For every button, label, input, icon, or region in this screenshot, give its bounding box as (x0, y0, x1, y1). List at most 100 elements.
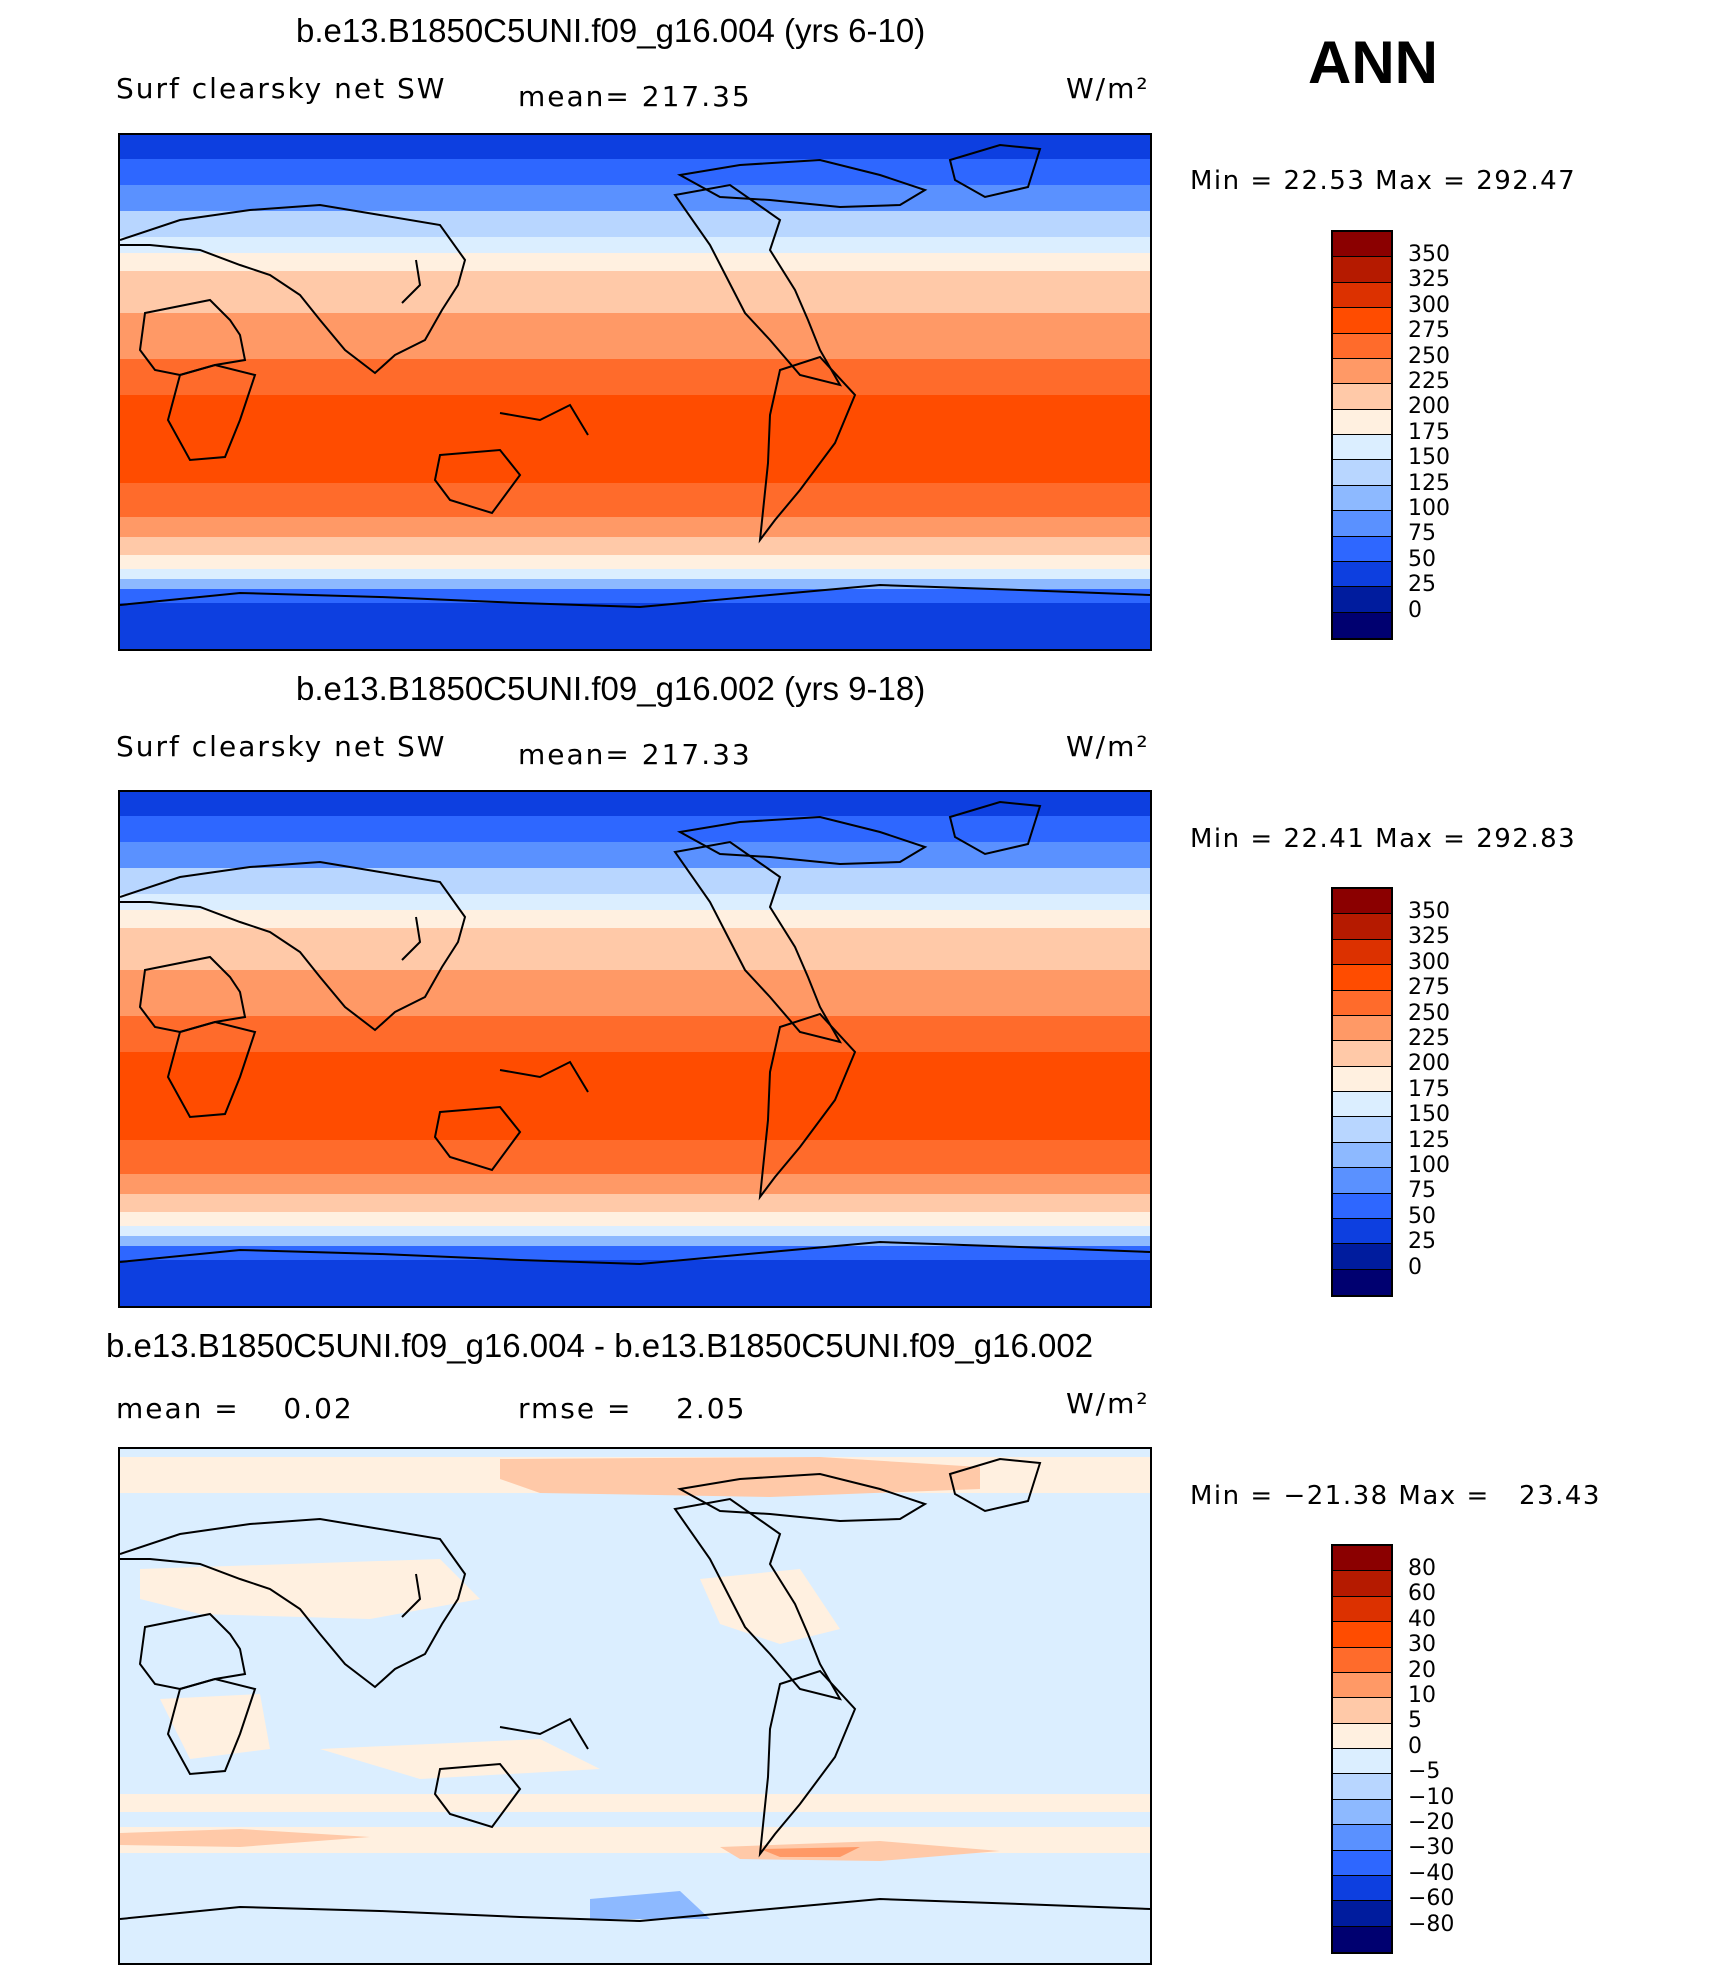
colorbar-label: 325 (1408, 267, 1450, 293)
colorbar-swatch (1333, 460, 1391, 486)
colorbar-swatch (1333, 1168, 1391, 1194)
colorbar-label: 75 (1408, 1178, 1436, 1204)
map-band (120, 1052, 1150, 1140)
map-band (120, 928, 1150, 970)
rmse-label: rmse = 2.05 (518, 1392, 747, 1425)
colorbar-label: 200 (1408, 394, 1450, 420)
map-band (120, 589, 1150, 603)
colorbar-label: 60 (1408, 1581, 1436, 1607)
colorbar-swatch (1333, 990, 1391, 1016)
colorbar-label: −20 (1408, 1810, 1455, 1836)
map-band (120, 185, 1150, 211)
season-label: ANN (1308, 29, 1438, 96)
map-band (760, 1847, 860, 1857)
map-band (120, 537, 1150, 555)
colorbar-swatch (1333, 1749, 1391, 1775)
map-band (120, 842, 1150, 868)
colorbar-label: 175 (1408, 1076, 1450, 1102)
min-max-label: Min = 22.41 Max = 292.83 (1190, 824, 1577, 854)
abs-map-svg (120, 792, 1150, 1306)
panel-title: b.e13.B1850C5UNI.f09_g16.002 (yrs 9-18) (296, 670, 926, 707)
abs-map-svg (120, 135, 1150, 649)
map-band (120, 816, 1150, 842)
colorbar-swatch (1333, 1571, 1391, 1597)
map-band (500, 1457, 980, 1497)
min-max-label: Min = 22.53 Max = 292.47 (1190, 166, 1577, 196)
colorbar-label: −5 (1408, 1759, 1441, 1785)
colorbar-label: 300 (1408, 292, 1450, 318)
colorbar-swatch (1333, 1672, 1391, 1699)
colorbar-swatches (1331, 230, 1393, 640)
colorbar-labels: 350 325 300 275 250 225 200 175 150 125 … (1408, 899, 1450, 1280)
colorbar-label: 0 (1408, 597, 1422, 623)
colorbar-label: 150 (1408, 445, 1450, 471)
colorbar-swatch (1333, 612, 1391, 638)
colorbar-label: 40 (1408, 1606, 1436, 1632)
coastlines (120, 800, 1150, 1266)
map-band (120, 579, 1150, 589)
min-max-label: Min = −21.38 Max = 23.43 (1190, 1481, 1601, 1511)
colorbar-label: 0 (1408, 1733, 1422, 1759)
map-band (120, 1016, 1150, 1052)
colorbar-swatch (1333, 1698, 1391, 1724)
colorbar-swatch (1333, 485, 1391, 512)
colorbar-swatch (1333, 1041, 1391, 1067)
colorbar-swatch (1333, 511, 1391, 537)
map-band (160, 1694, 270, 1759)
colorbar-label: −60 (1408, 1886, 1455, 1912)
colorbar-swatch (1333, 1015, 1391, 1042)
colorbar-label: 125 (1408, 1127, 1450, 1153)
colorbar-swatch (1333, 1825, 1391, 1851)
colorbar-label: 25 (1408, 1229, 1436, 1255)
map-band (120, 159, 1150, 185)
colorbar-swatch (1333, 358, 1391, 385)
map-band (120, 1919, 1150, 1963)
map-band (120, 1236, 1150, 1246)
map-band (120, 1212, 1150, 1226)
colorbar-swatches (1331, 1544, 1393, 1954)
colorbar-label: 50 (1408, 1203, 1436, 1229)
colorbar-swatch (1333, 257, 1391, 283)
colorbar-swatch (1333, 1723, 1391, 1749)
colorbar-swatch (1333, 1647, 1391, 1673)
colorbar-label: 325 (1408, 924, 1450, 950)
colorbar-swatch (1333, 914, 1391, 940)
map-band (120, 483, 1150, 517)
colorbar-swatch (1333, 1218, 1391, 1245)
units-label: W/m² (1066, 730, 1150, 763)
map-band (120, 237, 1150, 253)
colorbar-swatch (1333, 1875, 1391, 1902)
colorbar-swatch (1333, 1799, 1391, 1826)
colorbar-label: 275 (1408, 318, 1450, 344)
colorbar-label: 75 (1408, 521, 1436, 547)
colorbar-swatch (1333, 232, 1391, 258)
colorbar-swatch (1333, 939, 1391, 966)
coastlines (120, 143, 1150, 609)
colorbar-swatch (1333, 1117, 1391, 1143)
colorbar-label: 5 (1408, 1708, 1422, 1734)
colorbar-swatch (1333, 889, 1391, 915)
colorbar-swatch (1333, 1269, 1391, 1295)
colorbar-swatch (1333, 1774, 1391, 1800)
colorbar-label: 10 (1408, 1683, 1436, 1709)
map-band (320, 1739, 600, 1779)
map-band (120, 555, 1150, 569)
colorbar-label: 250 (1408, 343, 1450, 369)
colorbar-label: 0 (1408, 1254, 1422, 1280)
colorbar-label: 225 (1408, 1026, 1450, 1052)
colorbar-label: 125 (1408, 470, 1450, 496)
colorbar-label: 175 (1408, 419, 1450, 445)
map-band (120, 970, 1150, 1016)
mean-label: mean= 217.33 (518, 738, 752, 771)
colorbar-swatch (1333, 965, 1391, 991)
diff-map-svg (120, 1449, 1150, 1963)
panel-title: b.e13.B1850C5UNI.f09_g16.004 (yrs 6-10) (296, 12, 926, 49)
map-band (120, 792, 1150, 816)
map-band (120, 395, 1150, 483)
units-label: W/m² (1066, 1387, 1150, 1420)
colorbar-swatch (1333, 282, 1391, 309)
colorbar-swatch (1333, 308, 1391, 334)
colorbar-label: 100 (1408, 1153, 1450, 1179)
colorbar-label: −30 (1408, 1835, 1455, 1861)
colorbar-swatch (1333, 1901, 1391, 1927)
